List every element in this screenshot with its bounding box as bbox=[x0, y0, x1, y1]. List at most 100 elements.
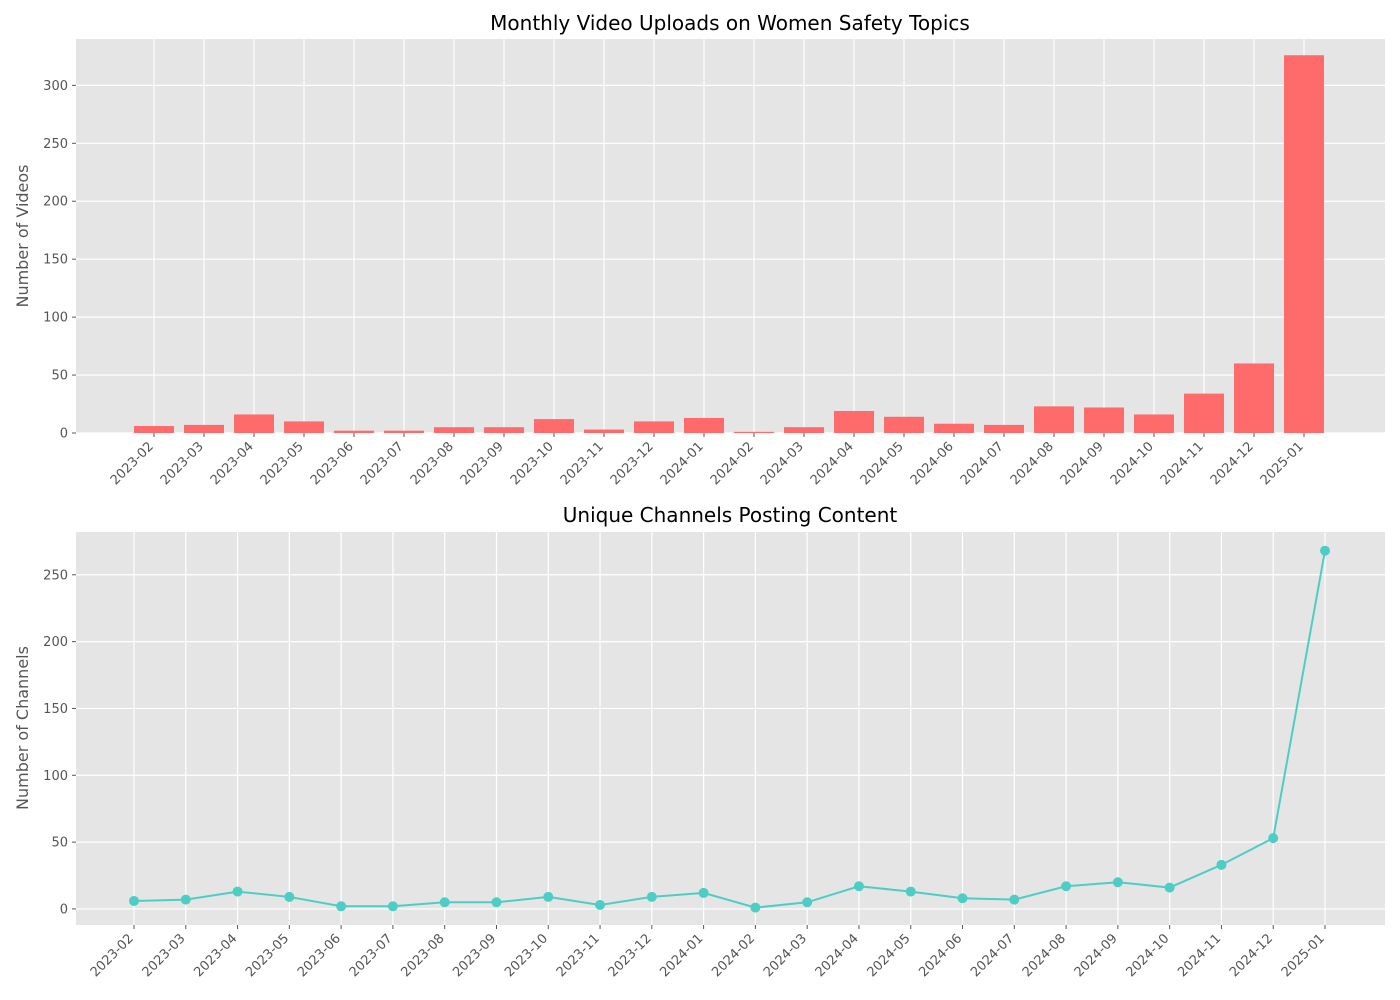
x-tick-label: 2024-04 bbox=[813, 931, 862, 980]
bar-2023-02 bbox=[134, 426, 174, 433]
y-tick-label: 200 bbox=[43, 195, 68, 210]
bar-2024-03 bbox=[784, 427, 824, 433]
y-tick-label: 250 bbox=[43, 137, 68, 152]
y-tick-label: 0 bbox=[60, 902, 68, 917]
y-tick-label: 200 bbox=[43, 635, 68, 650]
point-2024-05 bbox=[905, 886, 916, 897]
plot-area-uploads bbox=[76, 39, 1385, 433]
point-2024-04 bbox=[853, 881, 864, 892]
x-tick-label: 2023-11 bbox=[554, 931, 603, 980]
x-tick-label: 2023-07 bbox=[347, 931, 396, 980]
x-tick-label: 2024-11 bbox=[1175, 931, 1224, 980]
point-2024-03 bbox=[802, 897, 813, 908]
point-2023-08 bbox=[439, 897, 450, 908]
x-tick-label: 2024-08 bbox=[1008, 439, 1057, 488]
x-tick-label: 2024-09 bbox=[1058, 439, 1107, 488]
point-2024-01 bbox=[698, 887, 709, 898]
y-tick-label: 250 bbox=[43, 568, 68, 583]
chart-title-uploads: Monthly Video Uploads on Women Safety To… bbox=[490, 11, 970, 35]
x-tick-label: 2023-02 bbox=[88, 931, 137, 980]
x-tick-label: 2023-08 bbox=[408, 439, 457, 488]
x-tick-label: 2025-01 bbox=[1279, 931, 1328, 980]
x-tick-label: 2023-04 bbox=[208, 439, 257, 488]
x-tick-label: 2023-08 bbox=[399, 931, 448, 980]
x-tick-label: 2024-06 bbox=[916, 931, 965, 980]
point-2023-02 bbox=[129, 895, 139, 906]
x-tick-label: 2023-03 bbox=[158, 439, 207, 488]
y-tick-label: 150 bbox=[43, 253, 68, 268]
y-tick-label: 300 bbox=[43, 79, 68, 94]
point-2025-01 bbox=[1320, 545, 1330, 556]
point-2023-09 bbox=[491, 897, 502, 908]
x-tick-label: 2024-01 bbox=[657, 931, 706, 980]
x-tick-label: 2023-06 bbox=[295, 931, 344, 980]
point-2023-07 bbox=[387, 901, 398, 912]
x-tick-label: 2024-07 bbox=[968, 931, 1017, 980]
point-2023-03 bbox=[180, 894, 191, 905]
point-2024-08 bbox=[1061, 881, 1072, 892]
x-tick-label: 2024-09 bbox=[1072, 931, 1121, 980]
point-2024-10 bbox=[1164, 882, 1175, 893]
bar-2023-03 bbox=[184, 424, 224, 433]
x-tick-label: 2023-06 bbox=[308, 439, 357, 488]
x-tick-label: 2023-10 bbox=[502, 931, 551, 980]
point-2023-05 bbox=[284, 891, 295, 902]
point-2024-12 bbox=[1268, 833, 1279, 844]
point-2024-09 bbox=[1112, 877, 1123, 888]
x-tick-label: 2023-05 bbox=[243, 931, 292, 980]
point-2024-06 bbox=[957, 893, 968, 904]
x-tick-label: 2024-01 bbox=[658, 439, 707, 488]
x-tick-label: 2024-12 bbox=[1227, 931, 1276, 980]
y-tick-label: 100 bbox=[43, 311, 68, 326]
x-tick-label: 2023-12 bbox=[606, 931, 655, 980]
bar-2023-10 bbox=[534, 419, 574, 433]
x-tick-label: 2025-01 bbox=[1258, 439, 1307, 488]
point-2023-11 bbox=[595, 899, 606, 910]
bar-2023-04 bbox=[234, 414, 274, 433]
x-tick-label: 2024-02 bbox=[708, 439, 757, 488]
x-tick-label: 2024-05 bbox=[865, 931, 914, 980]
point-2024-11 bbox=[1216, 859, 1227, 870]
point-2023-06 bbox=[336, 901, 347, 912]
bar-2023-09 bbox=[484, 427, 524, 433]
point-2024-02 bbox=[750, 902, 761, 913]
bar-2024-02 bbox=[734, 431, 774, 433]
x-tick-label: 2023-04 bbox=[191, 931, 240, 980]
point-2023-04 bbox=[232, 886, 243, 897]
chart-title-channels: Unique Channels Posting Content bbox=[563, 503, 898, 527]
x-tick-label: 2024-07 bbox=[958, 439, 1007, 488]
bar-2023-11 bbox=[584, 429, 624, 433]
y-tick-label: 50 bbox=[51, 369, 68, 384]
bar-2024-04 bbox=[834, 410, 874, 433]
series-line bbox=[133, 550, 1326, 909]
x-tick-label: 2023-12 bbox=[608, 439, 657, 488]
x-tick-label: 2024-05 bbox=[858, 439, 907, 488]
bar-2024-12 bbox=[1234, 363, 1274, 433]
x-tick-label: 2023-05 bbox=[258, 439, 307, 488]
line-channels bbox=[129, 545, 1330, 913]
x-ticks-channels: 2023-02 2023-03 2023-04 2023-05 2023-06 2023-… bbox=[88, 925, 1328, 980]
x-tick-label: 2024-10 bbox=[1108, 439, 1157, 488]
plot-area-channels bbox=[76, 532, 1385, 925]
bar-2024-07 bbox=[984, 424, 1024, 433]
bar-2023-08 bbox=[434, 427, 474, 433]
bar-2024-06 bbox=[934, 423, 974, 433]
y-axis-label-uploads: Number of Videos bbox=[13, 164, 32, 307]
gridlines-channels bbox=[76, 532, 1385, 925]
x-tick-label: 2023-11 bbox=[558, 439, 607, 488]
y-tick-label: 150 bbox=[43, 702, 68, 717]
x-tick-label: 2024-06 bbox=[908, 439, 957, 488]
bars-uploads bbox=[134, 55, 1324, 433]
x-tick-label: 2024-12 bbox=[1208, 439, 1257, 488]
y-ticks-uploads: 0 50 100 150 200 250 300 bbox=[43, 79, 76, 442]
y-tick-label: 50 bbox=[51, 836, 68, 851]
x-tick-label: 2024-11 bbox=[1158, 439, 1207, 488]
point-2023-10 bbox=[543, 891, 554, 902]
bar-2024-11 bbox=[1184, 393, 1224, 433]
chart-video-uploads: 0 50 100 150 200 250 300 2023-02 2023-03 2023-04… bbox=[13, 11, 1385, 488]
bar-2023-06 bbox=[334, 430, 374, 433]
y-axis-label-channels: Number of Channels bbox=[13, 646, 32, 810]
point-2023-12 bbox=[646, 891, 657, 902]
x-tick-label: 2024-08 bbox=[1020, 931, 1069, 980]
